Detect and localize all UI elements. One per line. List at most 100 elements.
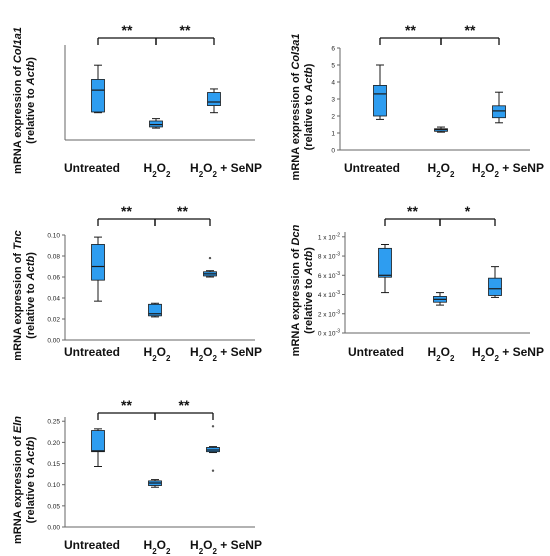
y-tick-label: 0.15: [47, 461, 60, 468]
panel-tnc: 0.00 0.02 0.04 0.06 0.08 0.10 mRNA expression …: [12, 203, 262, 363]
significance-bracket: **: [97, 203, 156, 226]
box-iqr: [488, 277, 502, 296]
significance-bracket: *: [439, 203, 496, 226]
y-axis-label-line2: (relative to Actb): [303, 63, 315, 150]
y-tick-label: 1: [331, 131, 335, 138]
box-iqr: [91, 430, 105, 453]
y-axis-label: mRNA expression of Tnc: [12, 230, 24, 360]
box-1: [149, 118, 163, 129]
category-label-2: H2O2 + SeNP: [190, 161, 262, 179]
box-0: [378, 244, 392, 294]
y-tick-label: 0.25: [47, 419, 60, 426]
category-label-1: H2O2: [144, 345, 171, 363]
y-tick-label: 0.02: [47, 317, 60, 324]
y-tick-label: 5: [331, 63, 335, 70]
significance-label: **: [465, 22, 476, 38]
category-label-1: H2O2: [144, 161, 171, 179]
significance-label: **: [180, 22, 191, 38]
y-axis-label-line2: (relative to Actb): [25, 57, 37, 144]
significance-bracket: **: [384, 203, 441, 226]
y-axis-label: mRNA expression of Dcn: [290, 224, 302, 356]
category-label-2: H2O2 + SeNP: [190, 538, 262, 556]
panel-eln: 0.00 0.05 0.10 0.15 0.20 0.25 mRNA expression …: [12, 397, 262, 556]
y-axis-label-line2: (relative to Actb): [25, 436, 37, 523]
box-2: [207, 88, 221, 114]
significance-bracket: **: [440, 22, 500, 45]
significance-label: **: [177, 203, 188, 219]
box-1: [148, 479, 162, 488]
panel-dcn: 0 x 10-3 2 x 10-3 4 x 10-3 6 x 10-3 8 x 10-3…: [290, 203, 544, 363]
y-tick-label: 2: [331, 114, 335, 121]
y-tick-label: 3: [331, 97, 335, 104]
category-label-2: H2O2 + SeNP: [472, 161, 544, 179]
y-tick-label: 1 x 10-2: [318, 232, 340, 241]
y-axis-label-line2: (relative to Actb): [303, 247, 315, 334]
significance-label: **: [179, 397, 190, 413]
category-label-0: Untreated: [348, 345, 404, 359]
y-axis-label-line2: (relative to Actb): [25, 252, 37, 339]
significance-bracket: **: [97, 397, 156, 420]
outlier-point: [208, 256, 212, 260]
category-label-0: Untreated: [64, 345, 120, 359]
box-iqr: [91, 244, 105, 281]
panel-col3a1: 0 1 2 3 4 5 6 mRNA expression of Col3a1(relativ…: [290, 22, 544, 180]
box-0: [91, 428, 105, 467]
y-tick-label: 0.08: [47, 254, 60, 261]
significance-label: **: [121, 397, 132, 413]
y-tick-label: 6 x 10-3: [318, 271, 340, 280]
box-2: [206, 425, 220, 472]
y-tick-label: 8 x 10-3: [318, 252, 340, 261]
category-label-0: Untreated: [64, 161, 120, 175]
y-tick-label: 0.00: [47, 338, 60, 345]
category-label-1: H2O2: [428, 161, 455, 179]
box-iqr: [378, 247, 392, 278]
significance-bracket: **: [154, 203, 211, 226]
box-iqr: [492, 105, 506, 119]
box-iqr: [91, 79, 105, 113]
significance-bracket: **: [379, 22, 442, 45]
box-iqr: [207, 92, 221, 106]
y-tick-label: 0.00: [47, 525, 60, 532]
box-2: [492, 91, 506, 124]
y-tick-label: 0.10: [47, 482, 60, 489]
category-label-1: H2O2: [428, 345, 455, 363]
y-axis-label: mRNA expression of Col3a1: [290, 34, 302, 181]
y-axis-label: mRNA expression of Eln: [12, 416, 24, 544]
y-tick-label: 0: [331, 148, 335, 155]
y-tick-label: 0.06: [47, 275, 60, 282]
significance-bracket: **: [97, 22, 157, 45]
panel-col1a1: mRNA expression of Col1a1(relative to Ac…: [12, 22, 262, 179]
significance-label: **: [407, 203, 418, 219]
category-label-0: Untreated: [344, 161, 400, 175]
box-1: [434, 126, 448, 133]
y-tick-label: 0.10: [47, 233, 60, 240]
box-iqr: [148, 303, 162, 317]
category-label-2: H2O2 + SeNP: [472, 345, 544, 363]
outlier-point: [211, 469, 215, 472]
y-tick-label: 2 x 10-3: [318, 309, 340, 318]
y-tick-label: 0.05: [47, 503, 60, 510]
significance-bracket: **: [154, 397, 214, 420]
box-0: [91, 236, 105, 302]
significance-label: *: [465, 203, 471, 219]
y-tick-label: 4 x 10-3: [318, 290, 340, 299]
category-label-0: Untreated: [64, 538, 120, 552]
significance-label: **: [121, 203, 132, 219]
category-label-1: H2O2: [144, 538, 171, 556]
significance-bracket: **: [155, 22, 215, 45]
box-iqr: [373, 85, 387, 117]
box-2: [203, 256, 217, 278]
y-axis-label: mRNA expression of Col1a1: [12, 27, 24, 174]
y-tick-label: 0.20: [47, 440, 60, 447]
y-tick-label: 0.04: [47, 296, 60, 303]
significance-label: **: [405, 22, 416, 38]
outlier-point: [211, 425, 215, 428]
box-1: [148, 302, 162, 318]
box-1: [433, 292, 447, 306]
significance-label: **: [122, 22, 133, 38]
y-tick-label: 4: [331, 80, 335, 87]
y-tick-label: 0 x 10-3: [318, 329, 340, 338]
box-2: [488, 266, 502, 298]
y-tick-label: 6: [331, 46, 335, 53]
